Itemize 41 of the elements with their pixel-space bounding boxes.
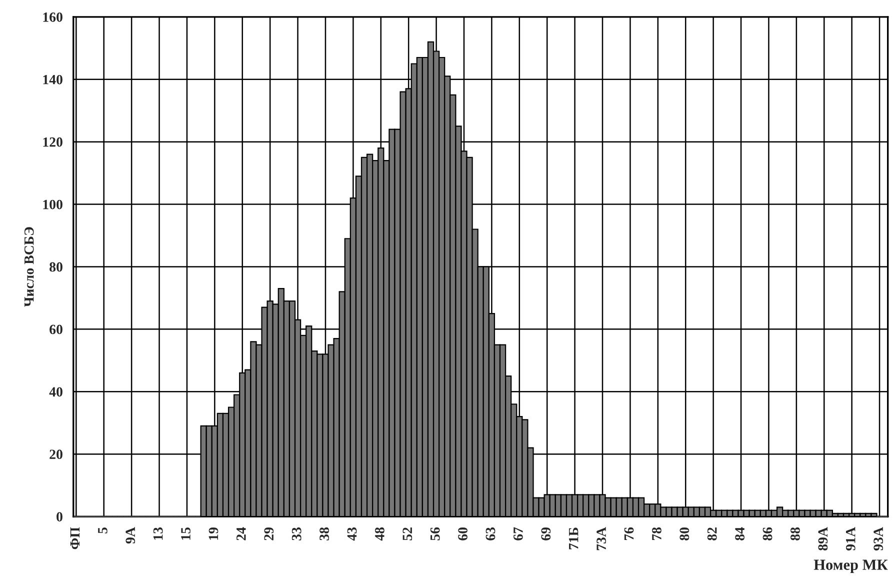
x-tick-label: 91А (846, 527, 856, 550)
x-tick-label: 5 (98, 527, 108, 534)
x-tick-label: ФП (70, 527, 80, 550)
y-tick-label: 100 (43, 200, 62, 210)
x-tick-label: 80 (680, 527, 690, 540)
y-axis-title: Число ВСБЭ (24, 227, 34, 307)
x-axis-title: Номер МК (814, 560, 888, 574)
x-tick-label: 63 (486, 527, 496, 540)
x-tick-label: 67 (514, 527, 523, 540)
x-tick-label: 24 (236, 527, 246, 540)
x-tick-label: 71Б (568, 528, 578, 550)
y-tick-label: 40 (49, 387, 62, 397)
x-tick-label: 82 (707, 528, 717, 540)
x-tick-label: 38 (320, 527, 329, 540)
y-tick-label: 0 (56, 512, 62, 522)
x-tick-label: 48 (374, 527, 384, 541)
x-tick-label: 88 (790, 527, 800, 540)
x-tick-label: 19 (208, 527, 218, 540)
x-tick-label: 84 (735, 527, 744, 540)
x-tick-label: 56 (430, 527, 440, 540)
x-tick-label: 13 (153, 527, 163, 540)
x-tick-label: 9А (126, 527, 136, 544)
x-tick-label: 29 (264, 527, 274, 540)
x-tick-label: 60 (458, 527, 468, 540)
x-tick-label: 86 (762, 527, 772, 540)
x-tick-label: 76 (624, 527, 634, 540)
x-tick-label: 52 (402, 528, 412, 540)
y-tick-label: 160 (43, 12, 62, 22)
y-tick-label: 20 (50, 450, 62, 460)
x-tick-label: 43 (347, 527, 357, 541)
x-tick-label: 15 (181, 527, 190, 540)
y-tick-label: 120 (43, 137, 62, 147)
x-tick-label: 93А (874, 527, 884, 550)
x-tick-label: 73А (596, 527, 606, 550)
x-tick-label: 89А (818, 527, 828, 550)
y-tick-label: 80 (50, 262, 62, 272)
x-tick-label: 78 (652, 527, 662, 540)
x-tick-label: 69 (541, 527, 551, 540)
y-tick-label: 60 (50, 324, 62, 334)
y-tick-label: 140 (43, 74, 62, 84)
x-tick-label: 33 (292, 527, 302, 540)
